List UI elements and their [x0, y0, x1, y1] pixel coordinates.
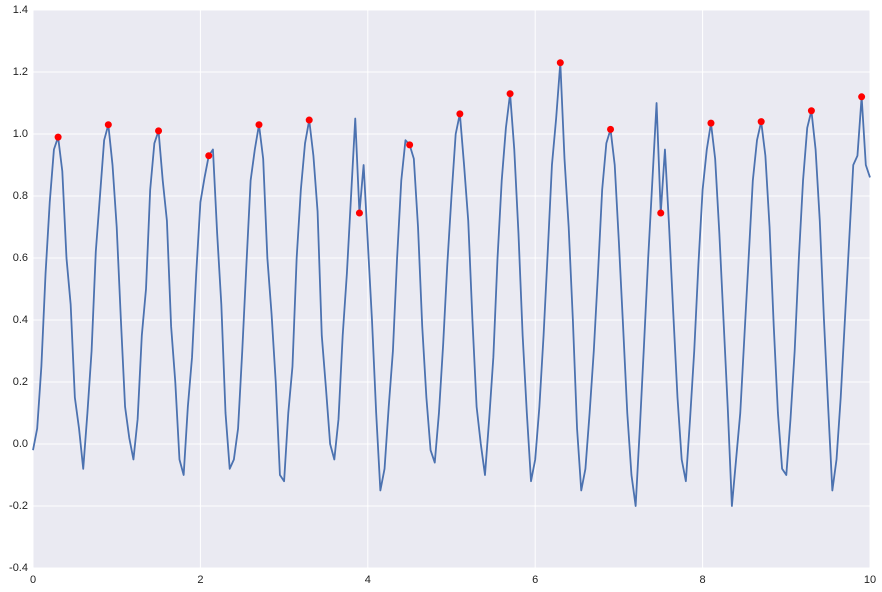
- marker: [104, 121, 112, 129]
- marker: [556, 59, 564, 67]
- x-tick-label: 0: [30, 574, 36, 586]
- y-tick-label: 0.0: [13, 438, 28, 450]
- y-tick-label: 0.2: [13, 376, 28, 388]
- marker: [355, 209, 363, 217]
- marker: [607, 125, 615, 133]
- y-tick-label: 1.0: [13, 128, 28, 140]
- line: [32, 61, 871, 507]
- marker: [707, 119, 715, 127]
- marker: [255, 121, 263, 129]
- marker: [155, 127, 163, 135]
- x-tick-label: 6: [532, 574, 538, 586]
- marker: [657, 209, 665, 217]
- y-tick-label: 0.8: [13, 190, 28, 202]
- y-tick-label: 1.2: [13, 66, 28, 78]
- plot-area: [33, 10, 870, 568]
- x-tick-label: 4: [365, 574, 371, 586]
- x-tick-label: 8: [700, 574, 706, 586]
- y-tick-label: 0.6: [13, 252, 28, 264]
- x-tick-label: 2: [197, 574, 203, 586]
- marker: [305, 116, 313, 124]
- x-tick-label: 10: [864, 574, 876, 586]
- marker: [807, 107, 815, 115]
- marker: [54, 133, 62, 141]
- marker: [858, 93, 866, 101]
- marker: [406, 141, 414, 149]
- marker: [757, 118, 765, 126]
- marker: [205, 152, 213, 160]
- y-tick-label: -0.2: [9, 500, 28, 512]
- marker: [456, 110, 464, 118]
- y-tick-label: -0.4: [9, 562, 28, 574]
- marker: [506, 90, 514, 98]
- y-tick-label: 0.4: [13, 314, 28, 326]
- y-tick-label: 1.4: [13, 4, 28, 16]
